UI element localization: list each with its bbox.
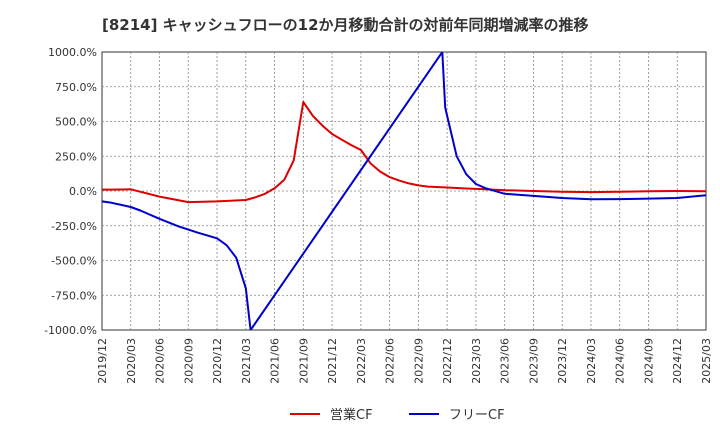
legend-label-operating-cf: 営業CF	[330, 407, 373, 423]
y-tick-label: 250.0%	[55, 150, 97, 163]
y-gridlines	[102, 86, 706, 296]
series-lines	[102, 52, 706, 330]
legend: 営業CF フリーCF	[290, 407, 505, 423]
y-tick-label: 1000.0%	[48, 46, 97, 59]
x-tick-label: 2023/09	[527, 338, 540, 384]
x-tick-labels: 2019/12 2020/03 2020/06 2020/09 2020/12 2021/…	[96, 338, 713, 384]
x-tick-label: 2020/03	[125, 338, 138, 384]
x-tick-label: 2021/03	[240, 338, 253, 384]
series-line-operating-cf	[102, 101, 706, 204]
x-tick-label: 2021/06	[269, 338, 282, 384]
y-tick-label: -500.0%	[51, 255, 97, 268]
x-tick-label: 2023/06	[499, 338, 512, 384]
y-tick-label: 0.0%	[69, 185, 97, 198]
x-tick-label: 2025/03	[700, 338, 713, 384]
y-tick-label: -1000.0%	[44, 324, 97, 337]
y-tick-label: -250.0%	[51, 220, 97, 233]
x-tick-label: 2024/09	[642, 338, 655, 384]
y-tick-label: 750.0%	[55, 81, 97, 94]
x-tick-label: 2022/06	[384, 338, 397, 384]
x-tick-label: 2021/09	[297, 338, 310, 384]
x-tick-label: 2020/12	[211, 338, 224, 384]
x-tick-label: 2019/12	[96, 338, 109, 384]
chart-title: [8214] キャッシュフローの12か月移動合計の対前年同期増減率の推移	[102, 16, 589, 34]
x-tick-label: 2020/06	[154, 338, 167, 384]
x-tick-label: 2023/12	[556, 338, 569, 384]
y-tick-label: -750.0%	[51, 289, 97, 302]
x-tick-label: 2024/03	[585, 338, 598, 384]
y-tick-label: 500.0%	[55, 116, 97, 129]
x-tick-label: 2021/12	[326, 338, 339, 384]
x-tick-label: 2022/09	[412, 338, 425, 384]
x-tick-label: 2020/09	[182, 338, 195, 384]
y-tick-labels: 1000.0% 750.0% 500.0% 250.0% 0.0% -250.0% -500…	[44, 46, 97, 337]
x-tick-label: 2023/03	[470, 338, 483, 384]
x-tick-label: 2024/06	[614, 338, 627, 384]
series-line-free-cf	[102, 52, 706, 330]
x-tick-label: 2024/12	[671, 338, 684, 384]
x-tick-label: 2022/03	[355, 338, 368, 384]
legend-label-free-cf: フリーCF	[449, 408, 505, 423]
x-tick-label: 2022/12	[441, 338, 454, 384]
